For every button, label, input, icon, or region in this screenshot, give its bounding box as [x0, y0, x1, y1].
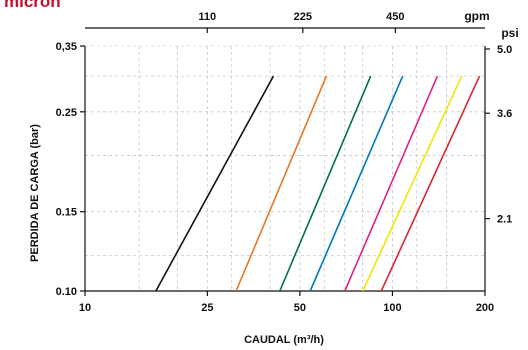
y-axis-title: PERDIDA DE CARGA (bar)	[29, 124, 41, 262]
series-line-3	[279, 75, 372, 292]
top-tick-label: 450	[386, 11, 404, 23]
series-line-7	[380, 75, 481, 292]
top-axis-unit: gpm	[464, 9, 489, 23]
x-tick-label: 10	[79, 302, 91, 314]
y-tick-label: 0,35	[56, 41, 77, 53]
grid	[85, 46, 485, 291]
y-tick-label: 0.15	[56, 207, 77, 219]
series-line-4	[309, 75, 404, 292]
series-line-5	[344, 75, 439, 292]
right-tick-label: 5.0	[497, 44, 512, 56]
y-tick-label: 0.10	[56, 286, 77, 298]
right-axis-unit: psi	[501, 26, 518, 40]
x-tick-label: 25	[201, 302, 213, 314]
tick-group: 10 25 50 100 200 110 225 450 0.10 0.15 0.25 0,35 2.1…	[56, 11, 513, 314]
brand-logo-text: micron	[4, 0, 61, 11]
x-tick-label: 200	[476, 302, 494, 314]
right-tick-label: 2.1	[497, 214, 512, 226]
x-tick-label: 50	[294, 302, 306, 314]
top-tick-label: 225	[294, 11, 312, 23]
series-line-1	[155, 75, 275, 292]
x-tick-label: 100	[383, 302, 401, 314]
series-line-2	[235, 75, 328, 292]
top-tick-label: 110	[198, 11, 216, 23]
plot-frame	[84, 27, 486, 292]
x-axis-title: CAUDAL (m³/h)	[244, 334, 324, 346]
y-tick-label: 0.25	[56, 107, 77, 119]
series-group	[155, 75, 481, 292]
series-line-6	[361, 75, 463, 292]
right-tick-label: 3.6	[497, 108, 512, 120]
